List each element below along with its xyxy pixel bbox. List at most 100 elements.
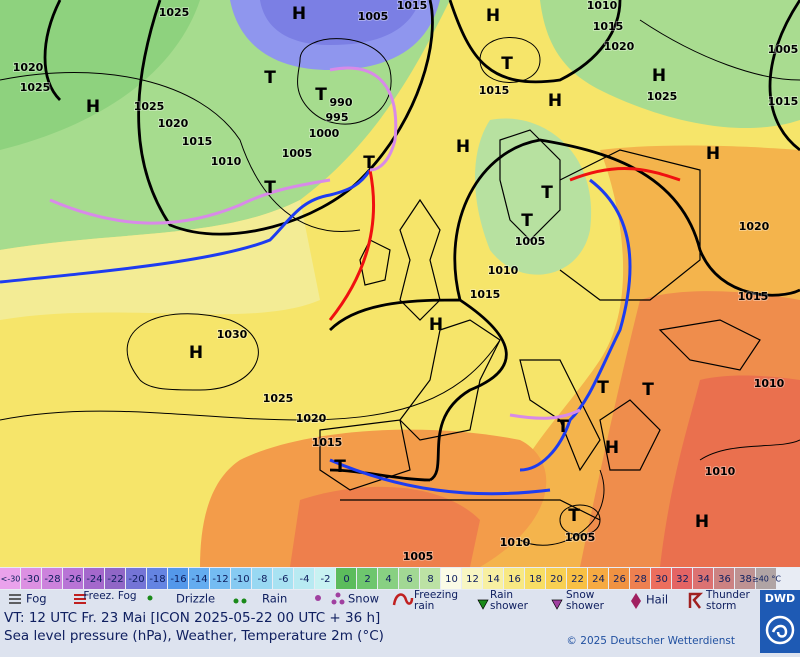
legend-label: Fog bbox=[26, 592, 47, 606]
isobar-label: 1020 bbox=[158, 117, 189, 130]
pressure-center: T bbox=[334, 457, 346, 477]
scale-label: 22 bbox=[571, 574, 584, 585]
pressure-center: T bbox=[315, 85, 327, 105]
scale-label: 16 bbox=[508, 574, 521, 585]
isobar-label: 1025 bbox=[159, 6, 190, 19]
pressure-center: T bbox=[597, 378, 609, 398]
isobar-label: 1010 bbox=[587, 0, 618, 12]
legend-label: Rain bbox=[490, 589, 513, 601]
isobar-label: 1015 bbox=[768, 95, 799, 108]
pressure-center: H bbox=[456, 137, 470, 157]
legend-label: shower bbox=[566, 600, 605, 612]
legend-label: Freez. Fog bbox=[83, 590, 136, 602]
dwd-logo: DWD bbox=[760, 590, 800, 653]
legend-label: Snow bbox=[348, 592, 379, 606]
pressure-center: H bbox=[548, 91, 562, 111]
pressure-center: T bbox=[568, 506, 580, 526]
scale-label: -20 bbox=[128, 574, 144, 585]
isobar-label: 1015 bbox=[312, 436, 343, 449]
legend-label: Snow bbox=[566, 589, 595, 601]
scale-label: 6 bbox=[406, 574, 412, 585]
scale-label: 0 bbox=[343, 574, 349, 585]
freezing-fog-icon bbox=[74, 594, 86, 604]
weather-legend: Fog Freez. Fog Drizzle Rain Snow Freezin… bbox=[9, 589, 751, 612]
scale-label: -16 bbox=[170, 574, 186, 585]
pressure-center: H bbox=[695, 512, 709, 532]
isobar-label: 990 bbox=[330, 96, 353, 109]
scale-cell bbox=[126, 568, 146, 589]
scale-label: 26 bbox=[613, 574, 626, 585]
fronts bbox=[0, 66, 681, 496]
snow-shower-icon bbox=[551, 599, 563, 610]
isobar-label: 1015 bbox=[470, 288, 501, 301]
scale-cell bbox=[84, 568, 104, 589]
scale-label: ≥40 °C bbox=[752, 575, 781, 584]
scale-cell bbox=[105, 568, 125, 589]
scale-cell bbox=[462, 568, 482, 589]
pressure-center: T bbox=[264, 68, 276, 88]
pressure-center: H bbox=[652, 66, 666, 86]
scale-label: -10 bbox=[233, 574, 249, 585]
scale-cell bbox=[357, 568, 377, 589]
scale-label: 34 bbox=[697, 574, 710, 585]
pressure-center: H bbox=[86, 97, 100, 117]
coastlines bbox=[319, 129, 761, 521]
scale-cell bbox=[630, 568, 650, 589]
pressure-center: T bbox=[541, 183, 553, 203]
scale-cell bbox=[315, 568, 335, 589]
snow-icon bbox=[315, 592, 345, 605]
isobars bbox=[0, 19, 800, 546]
scale-label: 20 bbox=[550, 574, 563, 585]
hail-icon bbox=[631, 593, 641, 609]
scale-label: -26 bbox=[65, 574, 81, 585]
scale-label: -6 bbox=[279, 574, 289, 585]
scale-cell bbox=[483, 568, 503, 589]
isobar-label: 1025 bbox=[20, 81, 51, 94]
isobar-label: 1020 bbox=[13, 61, 44, 74]
pressure-center: H bbox=[486, 6, 500, 26]
scale-cell bbox=[336, 568, 356, 589]
isobar-label: 1015 bbox=[397, 0, 428, 12]
pressure-center: H bbox=[706, 144, 720, 164]
legend-label: Hail bbox=[646, 593, 668, 607]
scale-cell bbox=[504, 568, 524, 589]
pressure-center: H bbox=[292, 4, 306, 24]
scale-label: -8 bbox=[258, 574, 268, 585]
legend-label: Thunder bbox=[705, 589, 751, 601]
scale-label: 36 bbox=[718, 574, 731, 585]
thunderstorm-icon bbox=[688, 592, 704, 609]
rain-icon bbox=[233, 598, 247, 604]
scale-label: 10 bbox=[445, 574, 458, 585]
isobar-label: 1005 bbox=[358, 10, 389, 23]
scale-label: 28 bbox=[634, 574, 647, 585]
scale-cell bbox=[756, 568, 776, 589]
pressure-center: T bbox=[501, 54, 513, 74]
map-description: Sea level pressure (hPa), Weather, Tempe… bbox=[4, 628, 384, 644]
scale-label: -12 bbox=[212, 574, 228, 585]
legend-label: rain bbox=[414, 600, 434, 612]
scale-label: -14 bbox=[191, 574, 207, 585]
scale-label: 8 bbox=[427, 574, 433, 585]
isobar-label: 1020 bbox=[739, 220, 770, 233]
scale-cell bbox=[168, 568, 188, 589]
pressure-center: T bbox=[521, 211, 533, 231]
isobar-label: 1010 bbox=[211, 155, 242, 168]
scale-label: 38 bbox=[739, 574, 752, 585]
scale-label: 30 bbox=[655, 574, 668, 585]
pressure-center: T bbox=[363, 153, 375, 173]
scale-cell bbox=[273, 568, 293, 589]
scale-cell bbox=[294, 568, 314, 589]
pressure-center: T bbox=[642, 380, 654, 400]
scale-label: -2 bbox=[321, 574, 331, 585]
scale-label: -18 bbox=[149, 574, 165, 585]
pressure-center: T bbox=[264, 178, 276, 198]
legend-bg bbox=[0, 590, 760, 612]
temperature-scale: <-30 -30 -28 -26 -24 -22 -20 -18 -16 -14 -12 -10 -8-… bbox=[0, 568, 781, 589]
scale-cell bbox=[231, 568, 251, 589]
isobar-label: 1025 bbox=[647, 90, 678, 103]
scale-label: -30 bbox=[23, 574, 39, 585]
scale-cell bbox=[693, 568, 713, 589]
scale-label: 14 bbox=[487, 574, 500, 585]
